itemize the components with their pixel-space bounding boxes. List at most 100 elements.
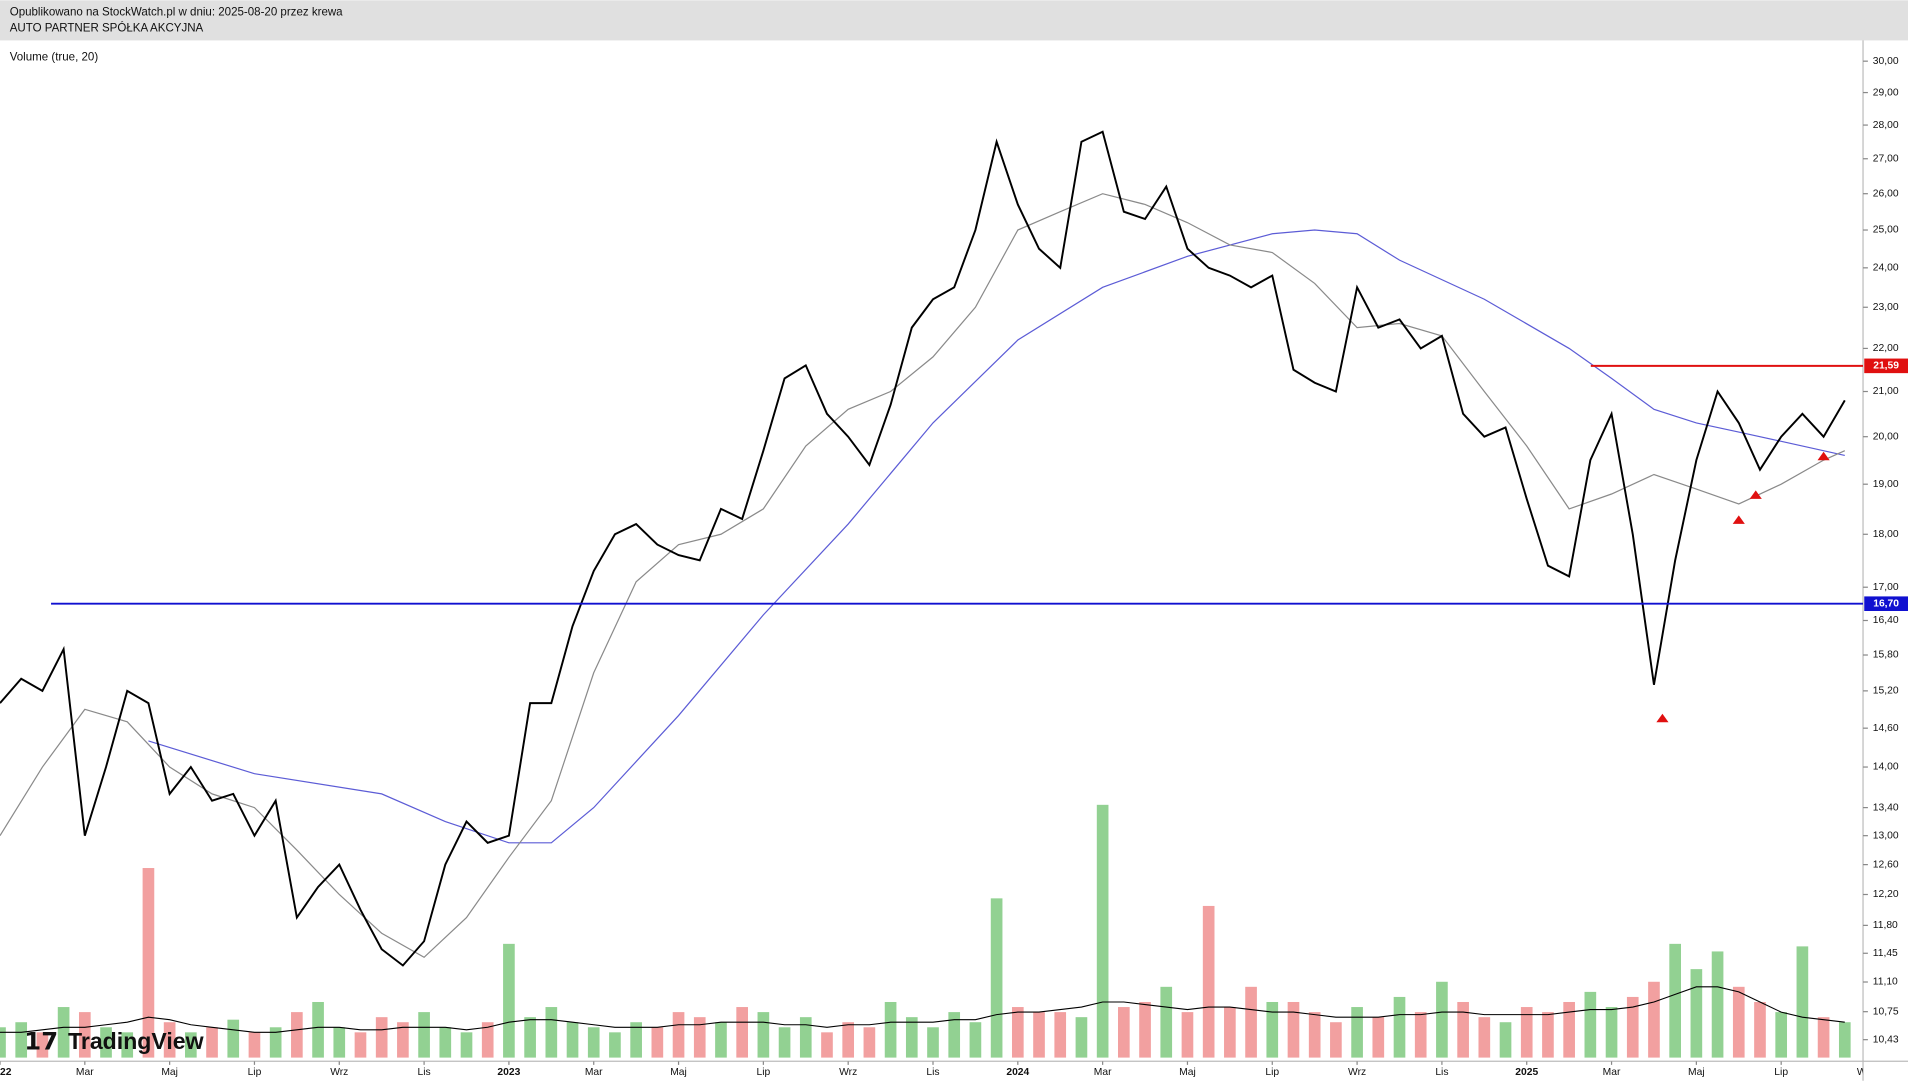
volume-bar xyxy=(1478,1017,1491,1058)
x-tick-label: Wrz xyxy=(1857,1067,1875,1078)
volume-bar xyxy=(1139,1001,1151,1058)
x-tick-label: Maj xyxy=(1179,1067,1196,1078)
volume-bar xyxy=(990,898,1003,1058)
x-tick-label: 2023 xyxy=(497,1067,520,1078)
x-tick-label: Lip xyxy=(1265,1067,1279,1078)
volume-bar xyxy=(269,1027,282,1058)
y-tick-label: 10,43 xyxy=(1873,1034,1899,1045)
y-tick-label: 17,00 xyxy=(1873,582,1899,593)
volume-bar xyxy=(927,1027,939,1058)
volume-bar xyxy=(1584,991,1597,1058)
price-line xyxy=(0,130,1846,967)
x-tick-label: Lis xyxy=(1435,1067,1448,1078)
volume-bar xyxy=(672,1012,685,1058)
volume-bar xyxy=(1457,1001,1469,1058)
volume-bar xyxy=(354,1032,367,1058)
volume-bar xyxy=(227,1019,240,1058)
volume-bar xyxy=(481,1022,494,1058)
volume-bar xyxy=(545,1007,558,1058)
volume-bar xyxy=(566,1022,579,1058)
low-marker xyxy=(1749,490,1762,499)
y-tick-label: 30,00 xyxy=(1873,56,1899,67)
volume-bar xyxy=(799,1017,812,1058)
x-tick-label: Mar xyxy=(76,1067,94,1078)
y-tick-label: 26,00 xyxy=(1873,188,1899,199)
volume-bar xyxy=(1054,1012,1067,1058)
volume-bar xyxy=(1605,1007,1618,1058)
volume-bar xyxy=(142,868,155,1058)
level-label: 21,59 xyxy=(1873,361,1899,372)
volume-bar xyxy=(333,1027,346,1058)
volume-bar xyxy=(1754,1001,1766,1058)
x-tick-label: Lis xyxy=(926,1067,939,1078)
volume-bar xyxy=(609,1032,621,1058)
x-tick-label: 2025 xyxy=(1515,1067,1538,1078)
volume-bar xyxy=(1436,981,1448,1058)
volume-bar xyxy=(375,1017,388,1058)
volume-bar xyxy=(1033,1012,1045,1058)
volume-bar xyxy=(1775,1012,1788,1058)
volume-bar xyxy=(418,1012,430,1058)
y-tick-label: 19,00 xyxy=(1873,479,1899,490)
y-tick-label: 14,00 xyxy=(1873,762,1899,773)
volume-bar xyxy=(884,1001,897,1058)
y-tick-label: 12,60 xyxy=(1873,859,1899,870)
volume-bar xyxy=(1160,986,1173,1058)
volume-bar xyxy=(15,1022,28,1058)
y-tick-label: 13,00 xyxy=(1873,830,1899,841)
y-tick-label: 24,00 xyxy=(1873,263,1899,274)
logo: 𝟭𝟳 TradingView xyxy=(24,1028,203,1055)
volume-bar xyxy=(503,943,515,1058)
volume-bar xyxy=(0,1027,6,1058)
y-tick-label: 21,00 xyxy=(1873,386,1899,397)
volume-bar xyxy=(1838,1022,1851,1058)
indicator-label: Volume (true, 20) xyxy=(10,51,99,63)
volume-bar xyxy=(1118,1007,1130,1058)
volume-bar xyxy=(1011,1007,1024,1058)
x-tick-label: Wrz xyxy=(839,1067,857,1078)
ma-short-line xyxy=(0,193,1846,959)
x-tick-label: Wrz xyxy=(1348,1067,1366,1078)
volume-bar xyxy=(1351,1007,1363,1058)
volume-bar xyxy=(1181,1012,1194,1058)
volume-bar xyxy=(1690,969,1703,1058)
x-tick-label: Maj xyxy=(670,1067,687,1078)
y-tick-label: 15,80 xyxy=(1873,650,1899,661)
y-tick-label: 18,00 xyxy=(1873,529,1899,540)
x-tick-label: Lis xyxy=(417,1067,430,1078)
y-tick-label: 25,00 xyxy=(1873,225,1899,236)
volume-bar xyxy=(1202,905,1215,1058)
volume-bar xyxy=(587,1027,600,1058)
volume-bar xyxy=(57,1007,70,1058)
y-tick-label: 22,00 xyxy=(1873,343,1899,354)
volume-bar xyxy=(1626,996,1639,1058)
volume-bar xyxy=(1224,1007,1236,1058)
volume-bar xyxy=(1817,1017,1830,1058)
y-tick-label: 10,75 xyxy=(1873,1006,1899,1017)
x-tick-label: 2024 xyxy=(1006,1067,1029,1078)
volume-bar xyxy=(1732,986,1745,1058)
volume-bar xyxy=(36,1032,49,1058)
x-tick-label: Lip xyxy=(756,1067,770,1078)
x-tick-label: Mar xyxy=(585,1067,603,1078)
volume-bar xyxy=(1075,1017,1088,1058)
low-marker xyxy=(1656,713,1669,723)
volume-bar xyxy=(121,1032,134,1058)
published-text: Opublikowano na StockWatch.pl w dniu: 20… xyxy=(10,7,343,19)
volume-bar xyxy=(1711,951,1724,1058)
x-tick-label: Wrz xyxy=(330,1067,348,1078)
volume-bar xyxy=(1330,1022,1342,1058)
y-tick-label: 11,80 xyxy=(1873,920,1898,931)
volume-bar xyxy=(693,1017,706,1058)
volume-bar xyxy=(778,1027,791,1058)
volume-bar xyxy=(863,1027,876,1058)
y-tick-label: 20,00 xyxy=(1873,431,1899,442)
volume-bar xyxy=(439,1027,452,1058)
volume-bar xyxy=(1520,1007,1533,1058)
volume-bar xyxy=(1372,1017,1385,1058)
header-bar xyxy=(0,0,1908,41)
volume-bar xyxy=(460,1032,473,1058)
volume-bar xyxy=(757,1012,770,1058)
y-tick-label: 12,20 xyxy=(1873,889,1899,900)
y-tick-label: 13,40 xyxy=(1873,802,1899,813)
